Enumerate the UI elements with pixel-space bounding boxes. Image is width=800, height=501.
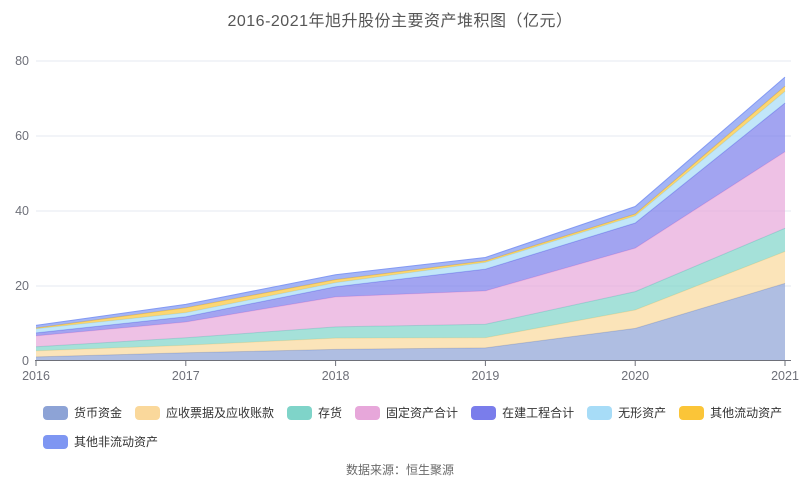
legend-item-7[interactable]: 其他流动资产	[679, 404, 782, 421]
legend-label: 其他非流动资产	[74, 435, 159, 449]
area-band-5[interactable]	[36, 103, 785, 336]
legend-label: 固定资产合计	[386, 406, 459, 420]
x-tick-label: 2018	[322, 369, 350, 383]
legend-swatch-icon	[43, 434, 68, 449]
data-source-note: 数据来源：恒生聚源	[345, 463, 454, 477]
legend-swatch-icon	[471, 405, 497, 420]
series-line-8	[35, 76, 786, 326]
x-tick-label: 2020	[621, 369, 649, 383]
x-tick-label: 2019	[471, 369, 499, 383]
legend-swatch-icon	[355, 405, 381, 420]
legend-item-1[interactable]: 货币资金	[43, 404, 122, 421]
legend-swatch-icon	[43, 405, 68, 420]
legend-item-4[interactable]: 固定资产合计	[355, 404, 458, 421]
legend-label: 无形资产	[618, 406, 667, 420]
x-tick-label: 2017	[172, 369, 200, 383]
legend-item-8[interactable]: 其他非流动资产	[43, 433, 158, 450]
legend-swatch-icon	[135, 405, 161, 420]
y-tick-label: 60	[15, 129, 29, 143]
legend-swatch-icon	[587, 405, 613, 420]
legend-item-5[interactable]: 在建工程合计	[471, 404, 574, 421]
area-band-2[interactable]	[36, 251, 785, 357]
legend-swatch-icon	[287, 405, 313, 420]
legend-label: 存货	[318, 406, 343, 420]
area-band-3[interactable]	[36, 228, 785, 351]
y-tick-label: 0	[22, 354, 29, 368]
legend-item-3[interactable]: 存货	[287, 404, 342, 421]
legend-label: 应收票据及应收账款	[166, 406, 275, 420]
legend-item-6[interactable]: 无形资产	[587, 404, 666, 421]
area-band-4[interactable]	[36, 151, 785, 347]
legend-swatch-icon	[679, 405, 705, 420]
x-tick-label: 2016	[22, 369, 50, 383]
y-tick-label: 80	[15, 54, 29, 68]
legend-label: 货币资金	[74, 406, 123, 420]
legend-label: 其他流动资产	[710, 406, 783, 420]
legend-item-2[interactable]: 应收票据及应收账款	[135, 404, 274, 421]
legend-label: 在建工程合计	[502, 406, 575, 420]
chart-title: 2016-2021年旭升股份主要资产堆积图（亿元）	[227, 13, 573, 30]
x-tick-label: 2021	[771, 369, 799, 383]
y-tick-label: 40	[15, 204, 29, 218]
y-tick-label: 20	[15, 279, 29, 293]
area-band-1[interactable]	[36, 283, 785, 361]
chart-legend: 货币资金 应收票据及应收账款 存货 固定资产合计 在建工程合计 无形资产 其他流动资产其他非…	[43, 404, 791, 450]
